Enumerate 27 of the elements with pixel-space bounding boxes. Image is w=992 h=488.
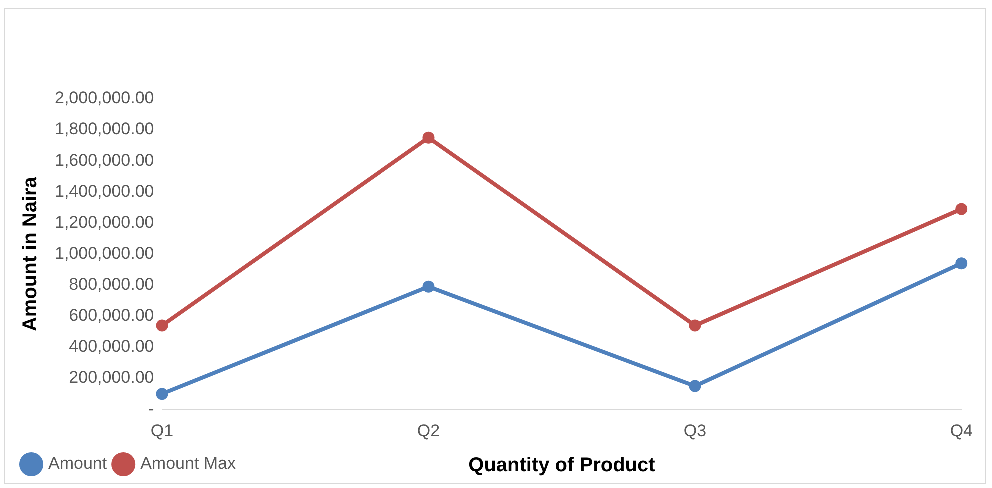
point: [689, 380, 702, 392]
y-tick-label: 1,400,000.00: [54, 182, 154, 201]
point: [422, 132, 435, 144]
y-tick-label: 400,000.00: [69, 337, 154, 356]
x-axis-title: Quantity of Product: [468, 454, 656, 477]
y-tick-label: 2,000,000.00: [54, 88, 154, 108]
point: [156, 320, 168, 332]
y-axis-title: Amount in Naira: [20, 176, 42, 332]
point: [956, 258, 968, 270]
x-tick-label: Q2: [417, 421, 440, 440]
legend-label: Amount: [48, 454, 108, 474]
x-tick-label: Q3: [684, 421, 707, 440]
y-tick-label: 1,000,000.00: [54, 244, 154, 263]
y-tick-label: 1,600,000.00: [54, 150, 154, 170]
y-tick-label: 800,000.00: [69, 275, 154, 294]
point: [956, 203, 968, 216]
y-tick-label: -: [148, 399, 154, 418]
x-tick-label: Q1: [150, 421, 174, 440]
point: [422, 280, 435, 293]
x-tick-label: Q4: [950, 421, 974, 440]
point: [156, 388, 168, 400]
legend-label: Amount Max: [140, 454, 237, 474]
y-tick-label: 600,000.00: [69, 306, 154, 326]
point: [689, 320, 702, 332]
y-tick-label: 1,200,000.00: [54, 212, 154, 232]
y-tick-label: 1,800,000.00: [54, 120, 154, 139]
y-tick-label: 200,000.00: [69, 368, 154, 388]
